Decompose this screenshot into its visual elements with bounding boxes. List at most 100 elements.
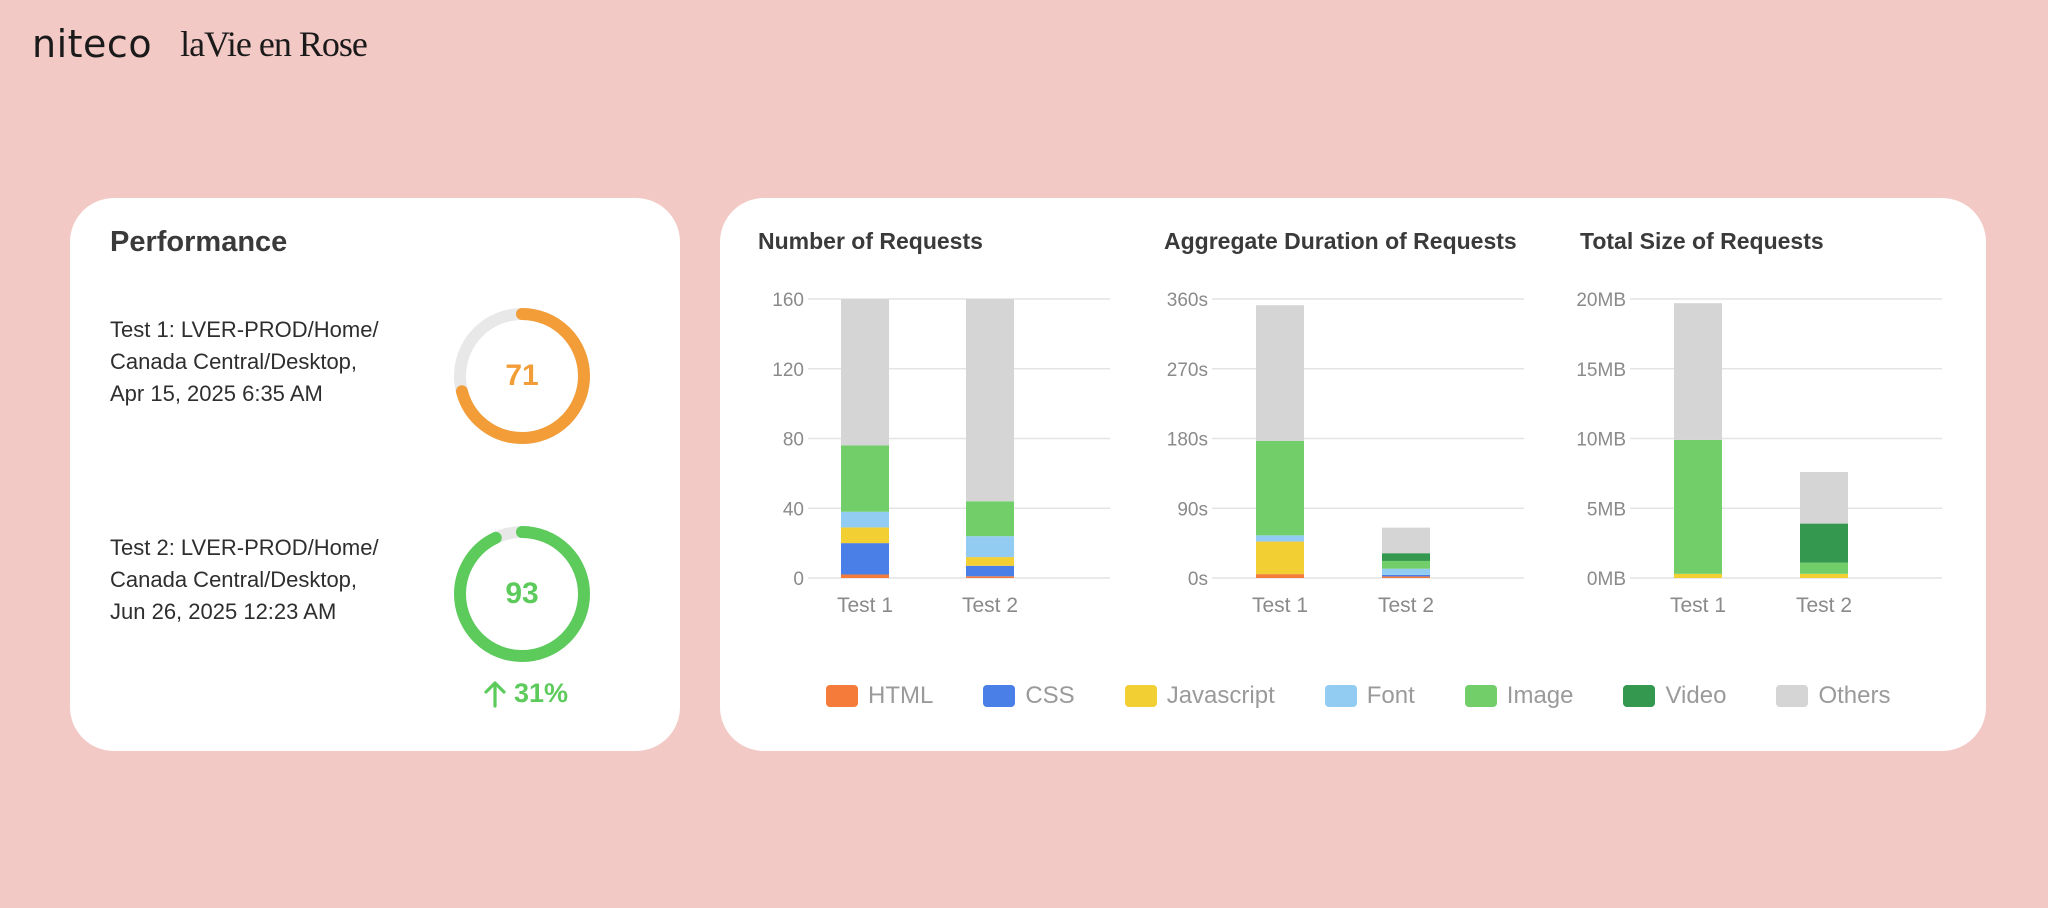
stacked-bar-charts: 0 40 80 120 160 Test 1 Test 2 0s 90s 180s 270s 360s… bbox=[772, 290, 1942, 617]
bar-segment-font bbox=[966, 536, 1014, 558]
legend-item-javascript: Javascript bbox=[1124, 682, 1275, 710]
legend-item-html: HTML bbox=[826, 682, 933, 710]
legend-label: HTML bbox=[868, 682, 934, 709]
legend-swatch bbox=[1464, 685, 1497, 707]
bar-segment-javascript bbox=[1800, 573, 1848, 578]
test-1-line-2: Canada Central/Desktop, bbox=[110, 349, 358, 374]
bar-segment-javascript bbox=[841, 527, 889, 544]
legend-item-others: Others bbox=[1776, 682, 1890, 710]
y-tick-label: 80 bbox=[783, 430, 804, 451]
test-2-line-3: Jun 26, 2025 12:23 AM bbox=[110, 599, 337, 624]
legend-swatch bbox=[1324, 685, 1357, 707]
legend-label: CSS bbox=[1025, 682, 1075, 709]
bar-segment-css bbox=[966, 565, 1014, 577]
legend-swatch bbox=[1623, 685, 1656, 707]
y-tick-label: 360s bbox=[1167, 290, 1208, 311]
bar-segment-javascript bbox=[1256, 541, 1304, 575]
legend-swatch bbox=[983, 685, 1016, 707]
legend-label: Others bbox=[1818, 682, 1891, 709]
y-tick-label: 5MB bbox=[1587, 499, 1626, 520]
bar-segment-css bbox=[1382, 574, 1430, 577]
test-2-score: 93 bbox=[505, 577, 539, 610]
x-tick-label: Test 2 bbox=[962, 594, 1018, 617]
test-2-gauge-ring bbox=[454, 526, 590, 662]
y-tick-label: 0MB bbox=[1587, 569, 1626, 590]
legend-swatch bbox=[1776, 685, 1809, 707]
y-tick-label: 15MB bbox=[1576, 360, 1626, 381]
bar-segment-video bbox=[1382, 553, 1430, 561]
chart-title-total-size: Total Size of Requests bbox=[1580, 228, 1824, 254]
test-1-gauge-ring bbox=[454, 308, 590, 444]
test-2-line-2: Canada Central/Desktop, bbox=[110, 567, 358, 592]
y-tick-label: 160 bbox=[772, 290, 804, 311]
test-1-label: Test 1: LVER-PROD/Home/ Canada Central/D… bbox=[110, 314, 410, 410]
chart-legend: HTML CSS Javascript Font Image Video Others bbox=[826, 682, 1940, 710]
bar-segment-others bbox=[1382, 527, 1430, 554]
legend-item-video: Video bbox=[1623, 682, 1726, 710]
bar-segment-others bbox=[1256, 305, 1304, 441]
bar-segment-others bbox=[1800, 471, 1848, 524]
brand-logos: niteco laVie en Rose bbox=[32, 22, 368, 66]
legend-item-css: CSS bbox=[983, 682, 1075, 710]
y-tick-label: 120 bbox=[772, 360, 804, 381]
bar-segment-image bbox=[966, 501, 1014, 537]
bar-segment-font bbox=[1382, 568, 1430, 575]
legend-label: Video bbox=[1665, 682, 1727, 709]
x-tick-label: Test 1 bbox=[1670, 594, 1726, 617]
niteco-logo: niteco bbox=[32, 22, 153, 66]
y-tick-label: 20MB bbox=[1576, 290, 1626, 311]
test-1-score-gauge: 71 bbox=[452, 306, 592, 446]
bar-segment-javascript bbox=[966, 557, 1014, 566]
y-tick-label: 0 bbox=[793, 569, 804, 590]
test-2-score-gauge: 93 bbox=[452, 524, 592, 664]
score-improvement: 31% bbox=[482, 678, 568, 709]
y-tick-label: 0s bbox=[1188, 569, 1208, 590]
performance-card: Performance Test 1: LVER-PROD/Home/ Cana… bbox=[70, 198, 680, 751]
test-2-label: Test 2: LVER-PROD/Home/ Canada Central/D… bbox=[110, 532, 410, 628]
chart-title-aggregate-duration: Aggregate Duration of Requests bbox=[1164, 228, 1517, 254]
y-tick-label: 40 bbox=[783, 499, 804, 520]
x-tick-label: Test 2 bbox=[1378, 594, 1434, 617]
performance-title: Performance bbox=[110, 226, 288, 258]
test-1-score: 71 bbox=[505, 359, 539, 392]
legend-swatch bbox=[826, 685, 858, 707]
requests-charts-card: Number of Requests Aggregate Duration of… bbox=[720, 198, 1986, 751]
la-vie-en-rose-logo: laVie en Rose bbox=[180, 24, 368, 64]
improvement-percent: 31% bbox=[514, 678, 569, 708]
y-tick-label: 270s bbox=[1167, 360, 1208, 381]
bar-segment-others bbox=[966, 299, 1014, 502]
bar-segment-html bbox=[1256, 574, 1304, 578]
gauge-arc bbox=[454, 308, 590, 444]
arrow-up-icon bbox=[484, 680, 506, 708]
bar-segment-others bbox=[841, 299, 889, 446]
x-tick-label: Test 2 bbox=[1796, 594, 1852, 617]
legend-item-image: Image bbox=[1464, 682, 1574, 710]
test-1-line-3: Apr 15, 2025 6:35 AM bbox=[110, 381, 323, 406]
y-tick-label: 90s bbox=[1177, 499, 1208, 520]
bar-segment-image bbox=[1256, 440, 1304, 536]
bar-segment-html bbox=[966, 576, 1014, 578]
y-tick-label: 180s bbox=[1167, 430, 1208, 451]
y-tick-label: 10MB bbox=[1576, 430, 1626, 451]
bar-segment-html bbox=[841, 574, 889, 578]
bar-segment-font bbox=[1256, 535, 1304, 542]
legend-item-font: Font bbox=[1324, 682, 1415, 710]
legend-label: Font bbox=[1366, 682, 1415, 709]
bar-segment-javascript bbox=[1674, 573, 1722, 578]
chart-title-number-of-requests: Number of Requests bbox=[758, 228, 983, 254]
bar-segment-image bbox=[1800, 562, 1848, 574]
x-tick-label: Test 1 bbox=[1252, 594, 1308, 617]
x-tick-label: Test 1 bbox=[837, 594, 893, 617]
bar-segment-image bbox=[1674, 439, 1722, 574]
legend-label: Image bbox=[1506, 682, 1574, 709]
bar-segment-others bbox=[1674, 303, 1722, 440]
bar-segment-css bbox=[841, 543, 889, 575]
gauge-arc bbox=[454, 526, 590, 662]
bar-segment-html bbox=[1382, 576, 1430, 578]
bar-segment-font bbox=[841, 511, 889, 528]
legend-label: Javascript bbox=[1166, 682, 1275, 709]
test-2-line-1: Test 2: LVER-PROD/Home/ bbox=[110, 535, 379, 560]
bar-segment-image bbox=[1382, 560, 1430, 569]
bar-segment-video bbox=[1800, 523, 1848, 563]
legend-swatch bbox=[1124, 685, 1157, 707]
